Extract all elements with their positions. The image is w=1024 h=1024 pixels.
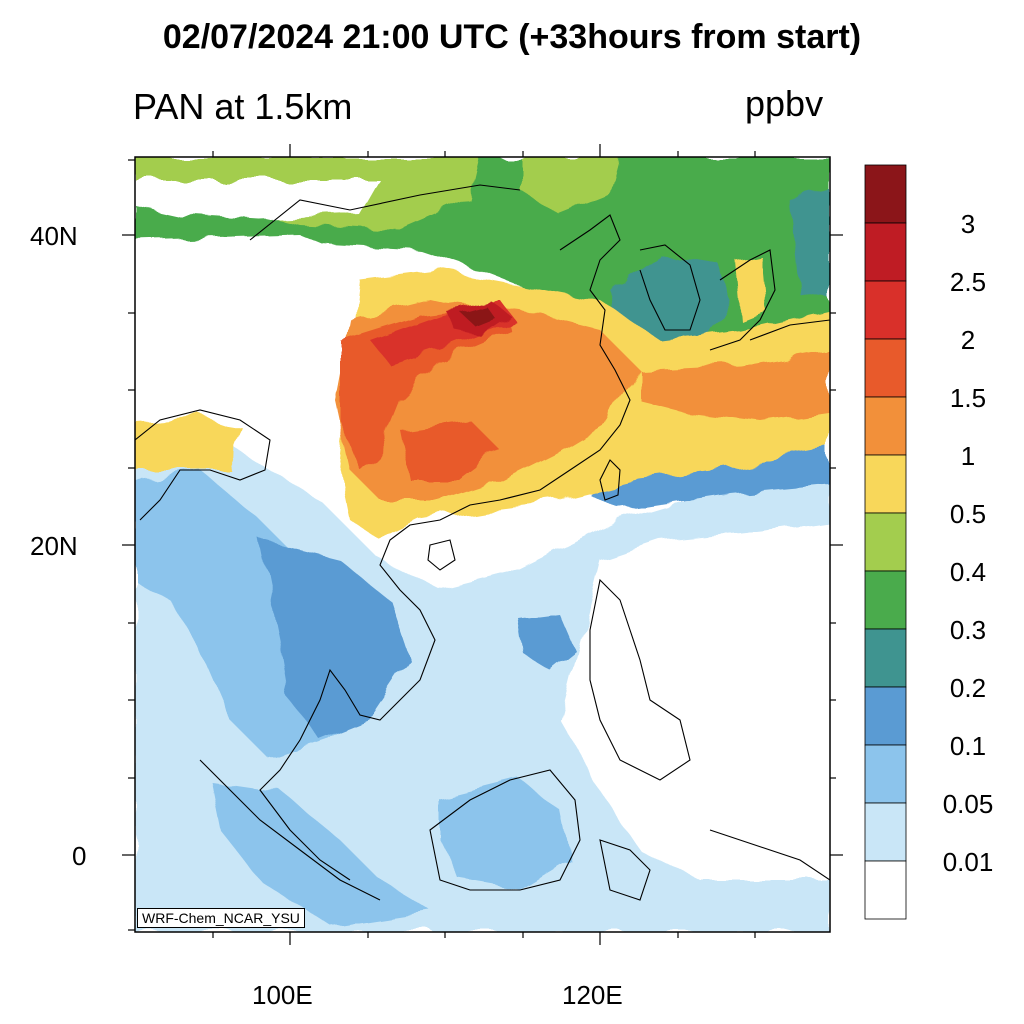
colorbar-swatch bbox=[864, 338, 907, 398]
colorbar-label: 0.4 bbox=[950, 557, 986, 587]
axis-ticks bbox=[122, 144, 843, 945]
colorbar-label: 0.3 bbox=[950, 615, 986, 645]
lat-label-0: 0 bbox=[72, 841, 87, 871]
colorbar-label: 0.1 bbox=[950, 731, 986, 761]
colorbar-label: 0.05 bbox=[943, 789, 994, 819]
coastlines bbox=[135, 184, 830, 901]
colorbar-swatch bbox=[864, 164, 907, 224]
colorbar-swatch bbox=[864, 222, 907, 282]
colorbar-label: 0.5 bbox=[950, 499, 986, 529]
lon-label-120E: 120E bbox=[562, 980, 623, 1010]
colorbar-swatch bbox=[864, 396, 907, 456]
units-label: ppbv bbox=[745, 83, 824, 124]
colorbar-swatch bbox=[864, 512, 907, 572]
colorbar-swatch bbox=[864, 628, 907, 688]
lat-label-40N: 40N bbox=[30, 221, 78, 251]
colorbar-label: 0.2 bbox=[950, 673, 986, 703]
colorbar-swatch bbox=[864, 744, 907, 804]
colorbar-swatch bbox=[864, 686, 907, 746]
colorbar-label: 2.5 bbox=[950, 267, 986, 297]
colorbar-swatch bbox=[864, 280, 907, 340]
lat-label-20N: 20N bbox=[30, 531, 78, 561]
colorbar-swatch bbox=[864, 454, 907, 514]
colorbar: 3 2.5 2 1.5 1 0.5 0.4 0.3 0.2 0.1 0.05 0.01 bbox=[864, 164, 994, 920]
colorbar-label: 1.5 bbox=[950, 383, 986, 413]
colorbar-label: 1 bbox=[961, 441, 975, 471]
pan-concentration-field bbox=[135, 157, 830, 932]
model-credit-label: WRF-Chem_NCAR_YSU bbox=[137, 908, 305, 928]
colorbar-label: 3 bbox=[961, 209, 975, 239]
colorbar-swatch bbox=[864, 570, 907, 630]
colorbar-swatch bbox=[864, 860, 907, 920]
colorbar-swatch bbox=[864, 802, 907, 862]
lon-label-100E: 100E bbox=[252, 980, 313, 1010]
variable-label: PAN at 1.5km bbox=[133, 86, 353, 127]
colorbar-label: 0.01 bbox=[943, 847, 994, 877]
map-title: 02/07/2024 21:00 UTC (+33hours from star… bbox=[162, 18, 862, 56]
colorbar-label: 2 bbox=[961, 325, 975, 355]
